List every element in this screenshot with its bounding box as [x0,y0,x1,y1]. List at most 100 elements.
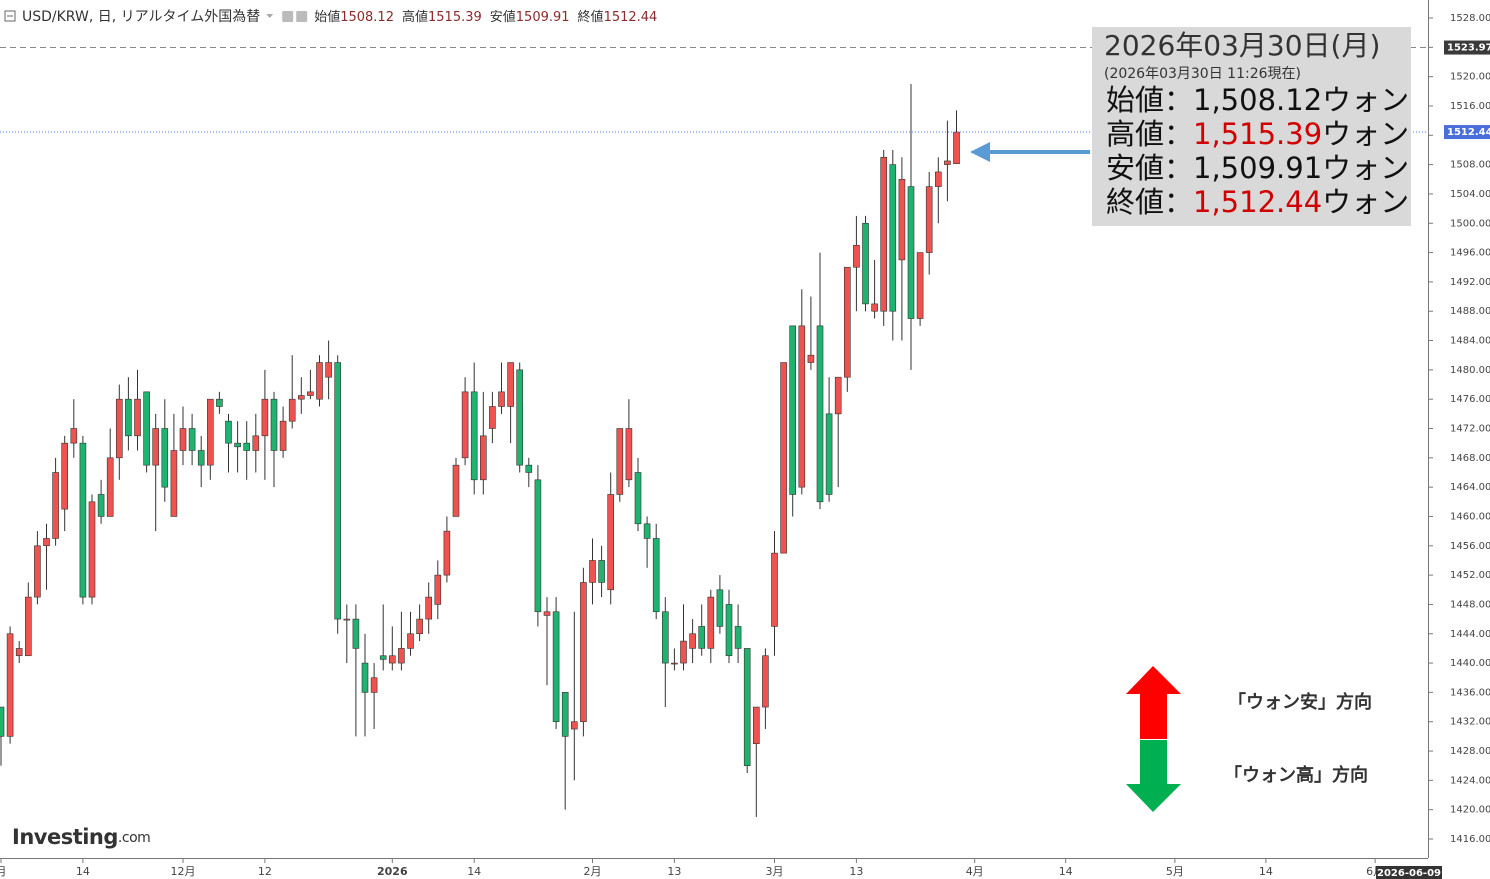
candle-body [79,442,87,598]
header-ohlc-value: 1508.12 [340,10,394,25]
y-tick-label: 1472.00 [1450,424,1490,435]
candle-body [143,391,150,466]
info-box [1092,27,1411,226]
candle-body [925,186,933,253]
candle-body [816,325,824,503]
candle-body [70,428,78,444]
candle-body [643,523,651,539]
y-tick-label: 1456.00 [1450,541,1490,552]
x-tick-label: 2月 [584,865,602,878]
candle-body [516,369,524,466]
candle-body [916,252,924,319]
info-value: 1,512.44 [1193,185,1322,219]
candle-body [216,398,223,407]
candle-body [507,362,514,407]
price-label: 1523.97 [1447,43,1490,54]
up-arrow [1126,666,1181,739]
logo-main: Investing [12,825,118,849]
y-tick-label: 1496.00 [1450,248,1490,259]
candle-body [452,464,460,517]
y-tick-label: 1464.00 [1450,482,1490,493]
y-tick-label: 1508.00 [1450,160,1490,171]
info-value: 1,508.12 [1193,83,1322,117]
candle-body [425,596,433,620]
info-row: 終値：1,512.44ウォン [1106,185,1409,219]
candle-body [625,428,633,481]
y-tick-label: 1428.00 [1450,746,1490,757]
y-tick-label: 1460.00 [1450,511,1490,522]
candle-body [398,648,405,664]
info-rows: 始値：1,508.12ウォン高値：1,515.39ウォン安値：1,509.91ウ… [1106,83,1409,219]
x-tick-label: 14 [1259,865,1273,878]
info-unit: ウォン [1322,83,1409,117]
candle-body [34,545,41,598]
info-unit: ウォン [1322,185,1409,219]
direction-up-label: 「ウォン安」方向 [1228,691,1372,713]
cursor-date-box [1376,866,1442,879]
candle-body [325,362,332,378]
header-ohlc-label: 高値 [402,9,428,25]
candle-body [634,472,642,525]
x-tick-label: 12月 [171,865,196,878]
header-ohlc-label: 始値 [314,9,340,25]
direction-down-label: 「ウォン高」方向 [1224,764,1368,786]
x-tick-label: 13 [667,865,681,878]
candle-body [61,442,69,510]
y-tick-label: 1516.00 [1450,101,1490,112]
header-ohlc-item: 高値1515.39 [402,9,482,25]
y-tick-label: 1436.00 [1450,687,1490,698]
y-tick-label: 1432.00 [1450,717,1490,728]
candle-body [498,391,505,407]
candle-body [543,611,551,616]
candle-body [880,156,888,312]
y-tick-label: 1488.00 [1450,306,1490,317]
candle-body [780,362,787,554]
candle-body [934,171,942,187]
collapse-icon[interactable] [4,10,16,22]
y-tick-label: 1528.00 [1450,13,1490,24]
header-ohlc-value: 1512.44 [604,10,658,25]
y-tick-label: 1440.00 [1450,658,1490,669]
candle-body [15,648,23,657]
candle-body [6,633,14,737]
candle-body [43,538,50,547]
header-symbol: USD/KRW, 日, リアルタイム外国為替 [22,9,260,25]
candle-body [388,655,396,664]
candle-body [570,721,578,730]
candle-body [898,178,906,261]
candle-body [589,560,596,583]
candle-body [953,131,960,165]
y-tick-label: 1420.00 [1450,805,1490,816]
candle-body [525,464,533,473]
y-tick-label: 1444.00 [1450,629,1490,640]
candle-body [88,501,96,598]
header-ohlc-label: 安値 [490,9,516,25]
info-label: 高値： [1106,117,1193,151]
candle-body [489,406,496,429]
down-arrow [1126,740,1181,812]
x-tick-label: 5月 [1166,865,1184,878]
header-ohlc-label: 終値 [578,9,604,25]
candle-body [479,435,487,481]
header-ohlc-item: 終値1512.44 [578,9,658,25]
candle-body [534,479,542,613]
candle-body [225,420,232,444]
y-tick-label: 1424.00 [1450,775,1490,786]
info-label: 始値： [1106,83,1193,117]
header-ohlc-value: 1515.39 [428,10,482,25]
candle-body [707,596,715,649]
x-tick-label: 12 [258,865,272,878]
y-tick-label: 1476.00 [1450,394,1490,405]
candle-body [825,413,833,495]
info-value: 1,509.91 [1193,151,1322,185]
info-note: (2026年03月30日 11:26現在) [1104,66,1301,82]
candle-body [179,428,187,451]
candle-body [853,244,860,268]
x-tick-label: 13 [849,865,863,878]
candle-body [152,428,159,466]
settings-icon [296,11,308,22]
candle-body [652,538,660,613]
candle-body [843,266,851,378]
candle-body [889,164,897,312]
